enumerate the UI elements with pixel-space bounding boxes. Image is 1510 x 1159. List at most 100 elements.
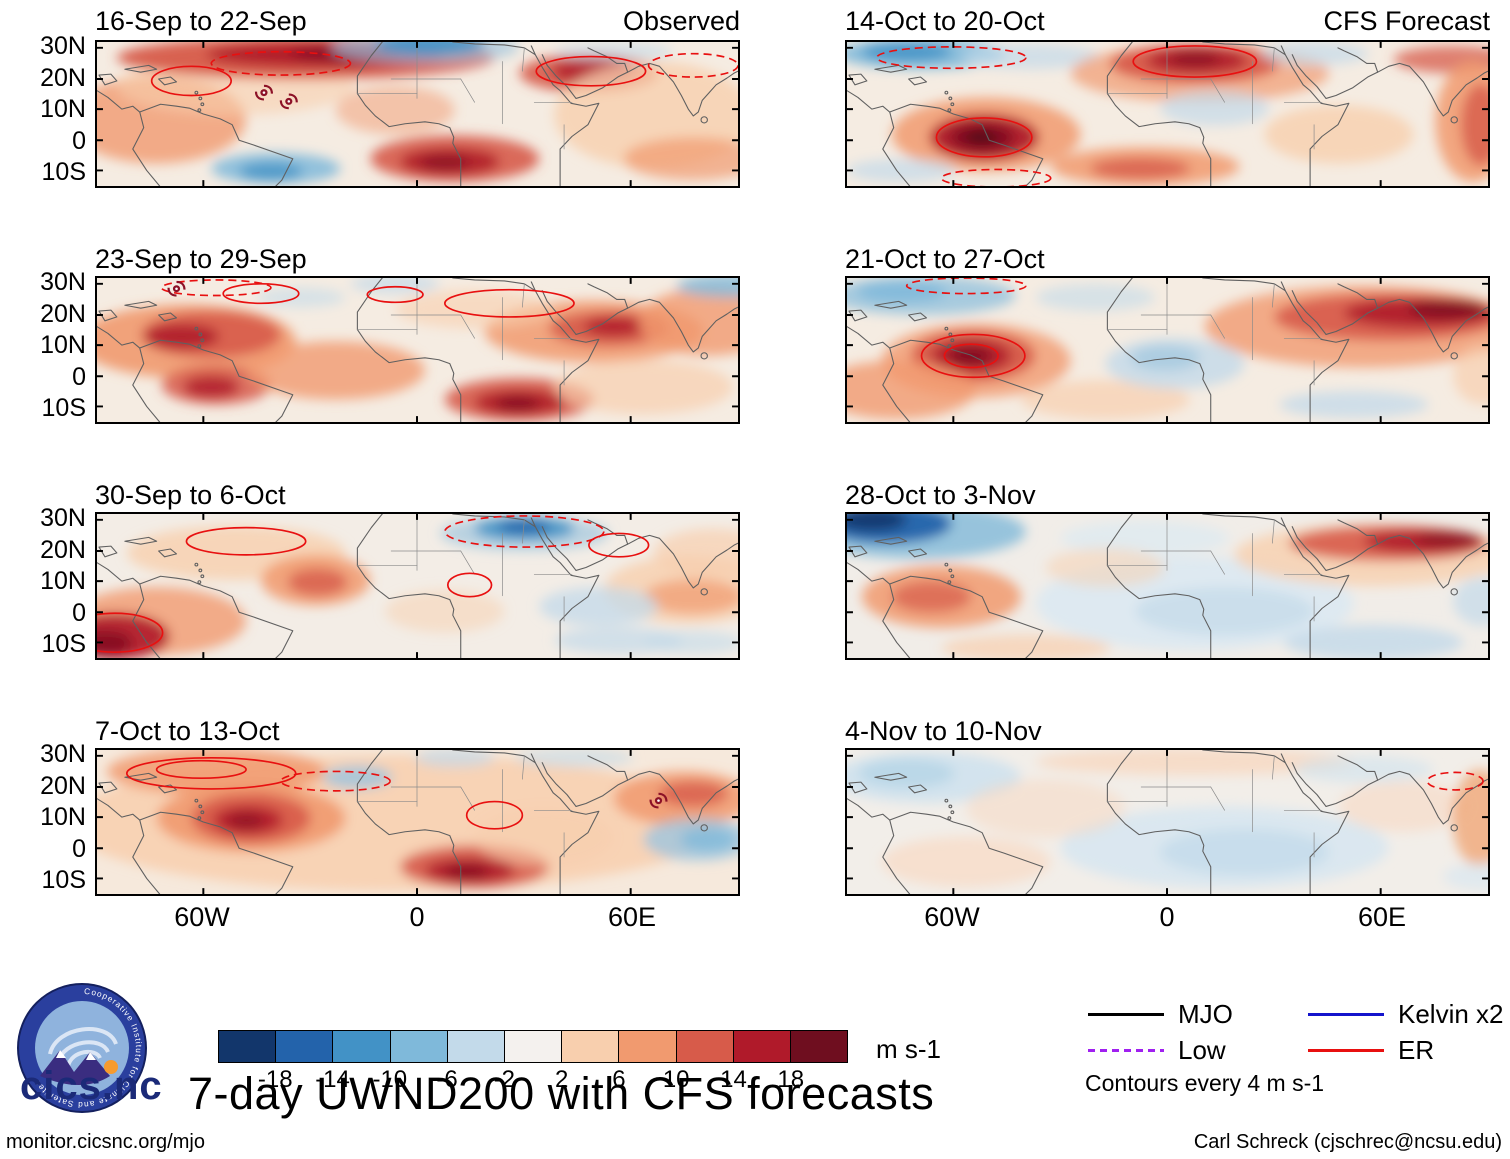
y-tick: 0 [72,363,86,391]
y-tick: 10S [41,866,86,894]
wave-contours [125,756,524,830]
panel-6-period: 21-Oct to 27-Oct [845,244,1045,274]
map-panel-2 [95,276,740,424]
anomaly-shading [847,514,1488,658]
colorbar-segment [504,1031,563,1062]
y-tick: 30N [40,740,86,768]
x-tick-60e-left: 60E [607,902,657,932]
colorbar-tick-label: -6 [436,1066,458,1093]
colorbar-tick-label: 10 [662,1066,690,1093]
map-2 [97,278,738,422]
map-panel-8 [845,748,1490,896]
colorbar-segment [733,1031,791,1062]
colorbar-segment [790,1031,848,1062]
colorbar [218,1030,848,1063]
footer-credit: Carl Schreck (cjschrec@ncsu.edu) [1193,1131,1502,1153]
column-observed-title: Observed [622,6,740,36]
x-tick-0-right: 0 [1159,902,1175,932]
y-tick: 10N [40,331,86,359]
y-tick: 30N [40,504,86,532]
legend-item-er: ER [1308,1036,1434,1064]
panel-1-header: 16-Sep to 22-Sep Observed [95,4,740,36]
y-tick: 10N [40,803,86,831]
y-axis-labels-row1: 30N 20N 10N 0 10S [0,33,90,188]
y-tick: 10S [41,158,86,186]
figure-title: 7-day UWND200 with CFS forecasts [188,1068,935,1119]
mjo-label: MJO [1178,999,1233,1029]
map-panel-5 [845,40,1490,188]
low-label: Low [1178,1035,1226,1065]
map-5 [847,42,1488,186]
contour-interval-note: Contours every 4 m s-1 [1085,1070,1325,1096]
panel-3-period: 30-Sep to 6-Oct [95,480,286,510]
colorbar-tick-label: 6 [612,1066,626,1093]
panel-5-period: 14-Oct to 20-Oct [845,6,1045,36]
map-3 [97,514,738,658]
x-tick-0-left: 0 [409,902,425,932]
mjo-line-swatch [1088,1012,1164,1016]
er-line-swatch [1308,1048,1384,1052]
colorbar-tick-labels: -18 -14 -10 -6 -2 2 6 10 14 18 [218,1066,848,1093]
colorbar-segment [447,1031,505,1062]
colorbar-tick-label: -18 [257,1066,293,1093]
colorbar-tick-label: -10 [372,1066,408,1093]
colorbar-segment [219,1031,277,1062]
map-8 [847,750,1488,894]
panel-1-period: 16-Sep to 22-Sep [95,6,307,36]
colorbar-tick-label: 2 [554,1066,569,1093]
legend-item-mjo: MJO [1088,1000,1233,1028]
map-6 [847,278,1488,422]
kelvin-line-swatch [1308,1012,1384,1016]
y-tick: 10S [41,394,86,422]
colorbar-tick-label: 18 [777,1066,805,1093]
map-1 [97,42,738,186]
y-tick: 20N [40,300,86,328]
y-tick: 10N [40,567,86,595]
panel-7-period: 28-Oct to 3-Nov [845,480,1036,510]
footer-url: monitor.cicsnc.org/mjo [6,1131,205,1153]
anomaly-shading [97,515,738,658]
y-axis-labels-row4: 30N 20N 10N 0 10S [0,741,90,896]
legend-item-low: Low [1088,1036,1226,1064]
er-label: ER [1398,1035,1435,1065]
panel-2-header: 23-Sep to 29-Sep [95,242,740,274]
logo-wordmark: cics.nc [20,1064,163,1108]
colorbar-segment [276,1031,334,1062]
y-axis-labels-row3: 30N 20N 10N 0 10S [0,505,90,660]
kelvin-label: Kelvin x2 [1398,999,1504,1029]
y-axis-labels-row2: 30N 20N 10N 0 10S [0,269,90,424]
wave-contours [1426,771,1484,791]
map-panel-6 [845,276,1490,424]
cicsnc-logo: Cooperative Institute for Climate and Sa… [16,982,148,1119]
y-tick: 0 [72,599,86,627]
anomaly-shading [97,42,738,185]
map-7 [847,514,1488,658]
panel-4-header: 7-Oct to 13-Oct [95,714,740,746]
y-tick: 30N [40,32,86,60]
y-tick: 10N [40,95,86,123]
map-panel-1 [95,40,740,188]
legend-item-kelvin: Kelvin x2 [1308,1000,1504,1028]
panel-2-period: 23-Sep to 29-Sep [95,244,307,274]
low-line-swatch [1088,1048,1164,1052]
y-tick: 20N [40,536,86,564]
y-tick: 30N [40,268,86,296]
anomaly-shading [847,278,1488,420]
y-tick: 20N [40,772,86,800]
colorbar-units: m s-1 [876,1034,941,1064]
map-panel-7 [845,512,1490,660]
y-tick: 20N [40,64,86,92]
colorbar-segment [619,1031,677,1062]
x-tick-60w-right: 60W [924,902,980,932]
panel-3-header: 30-Sep to 6-Oct [95,478,740,510]
colorbar-segment [676,1031,734,1062]
wave-contours [160,279,575,318]
anomaly-shading [97,750,738,892]
panel-5-header: 14-Oct to 20-Oct CFS Forecast [845,4,1490,36]
y-tick: 10S [41,630,86,658]
panel-7-header: 28-Oct to 3-Nov [845,478,1490,510]
x-tick-60w-left: 60W [174,902,230,932]
map-panel-3 [95,512,740,660]
colorbar-segment [390,1031,448,1062]
